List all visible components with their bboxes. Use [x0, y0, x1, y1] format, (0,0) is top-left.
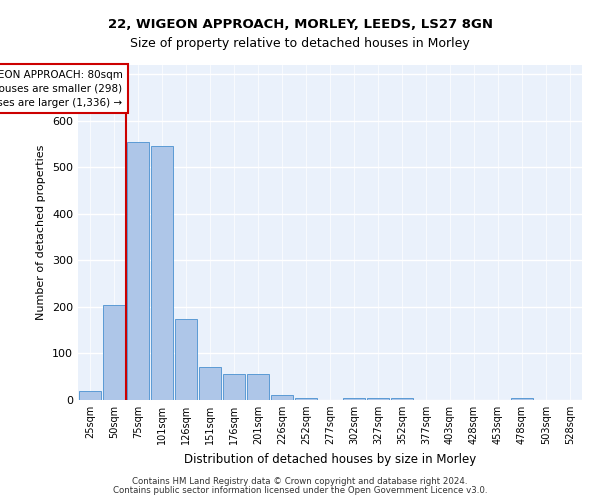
X-axis label: Distribution of detached houses by size in Morley: Distribution of detached houses by size … [184, 452, 476, 466]
Bar [223, 374, 245, 400]
Bar [271, 396, 293, 400]
Bar [151, 146, 173, 400]
Bar [511, 398, 533, 400]
Bar [391, 398, 413, 400]
Text: Size of property relative to detached houses in Morley: Size of property relative to detached ho… [130, 38, 470, 51]
Text: Contains HM Land Registry data © Crown copyright and database right 2024.: Contains HM Land Registry data © Crown c… [132, 478, 468, 486]
Y-axis label: Number of detached properties: Number of detached properties [37, 145, 46, 320]
Bar [175, 318, 197, 400]
Text: Contains public sector information licensed under the Open Government Licence v3: Contains public sector information licen… [113, 486, 487, 495]
Bar [79, 390, 101, 400]
Bar [103, 304, 125, 400]
Bar [343, 398, 365, 400]
Bar [199, 368, 221, 400]
Text: 22, WIGEON APPROACH, MORLEY, LEEDS, LS27 8GN: 22, WIGEON APPROACH, MORLEY, LEEDS, LS27… [107, 18, 493, 30]
Bar [295, 398, 317, 400]
Bar [367, 398, 389, 400]
Text: 22 WIGEON APPROACH: 80sqm
← 18% of detached houses are smaller (298)
81% of semi: 22 WIGEON APPROACH: 80sqm ← 18% of detac… [0, 70, 122, 108]
Bar [127, 142, 149, 400]
Bar [247, 374, 269, 400]
